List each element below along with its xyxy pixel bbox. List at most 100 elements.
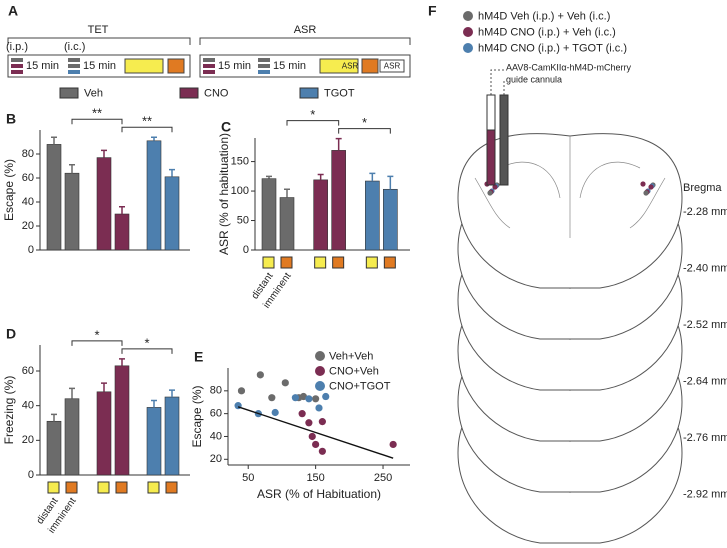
legend-dot [463, 27, 473, 37]
condition-icon [165, 481, 178, 494]
bracket [7, 37, 191, 45]
bregma-level: -2.40 mm [683, 262, 727, 274]
stripe [11, 58, 23, 62]
legend-label: Veh+Veh [329, 350, 373, 362]
stimulus [319, 58, 359, 74]
legend-label: CNO [204, 87, 229, 99]
panel-label: A [8, 3, 18, 19]
bregma-level: -2.64 mm [683, 375, 727, 387]
error-bar [387, 175, 394, 190]
duration: 15 min [26, 60, 59, 72]
panel-label: D [6, 326, 16, 342]
significance-label: ** [92, 106, 102, 121]
bracket [199, 37, 411, 45]
panel-label: F [428, 3, 437, 19]
legend-swatch [59, 87, 79, 99]
bar [164, 176, 180, 251]
point [305, 419, 313, 427]
y-tick-label: 80 [210, 385, 222, 397]
site-dot [648, 184, 654, 190]
legend-label: hM4D CNO (i.p.) + Veh (i.c.) [478, 26, 616, 38]
y-tick-label: 20 [22, 434, 34, 446]
y-tick-label: 80 [22, 148, 34, 160]
bregma-level: -2.52 mm [683, 319, 727, 331]
error-bar [266, 175, 272, 179]
y-tick-label: 0 [28, 469, 34, 481]
legend-label: hM4D CNO (i.p.) + TGOT (i.c.) [478, 42, 627, 54]
error-bar [369, 172, 376, 182]
legend-dot [315, 381, 325, 391]
significance-label: * [94, 327, 99, 342]
error-bar [169, 168, 175, 177]
point [291, 394, 300, 402]
duration: 15 min [218, 60, 251, 72]
y-tick-label: 60 [22, 172, 34, 184]
bregma-level: -2.92 mm [683, 488, 727, 500]
point [308, 432, 316, 441]
bregma-level: -2.76 mm [683, 432, 727, 444]
point [312, 395, 320, 403]
injection-label: (i.p.) [6, 41, 28, 53]
y-tick-label: 0 [28, 244, 34, 256]
point [281, 379, 289, 387]
bregma-title: Bregma [683, 182, 722, 194]
significance-bracket [286, 120, 340, 126]
legend-dot [315, 366, 325, 376]
error-bar [169, 389, 175, 397]
point [305, 395, 313, 403]
x-axis-label: ASR (% of Habituation) [257, 487, 381, 501]
condition-icon [65, 481, 78, 494]
y-tick-label: 20 [210, 453, 222, 465]
point [268, 394, 276, 402]
condition-icon [97, 481, 110, 494]
point [389, 440, 397, 449]
error-bar [151, 136, 157, 141]
bar [331, 150, 346, 251]
duration: 15 min [273, 60, 306, 72]
legend-label: hM4D Veh (i.p.) + Veh (i.c.) [478, 10, 610, 22]
condition-icon [314, 256, 327, 269]
y-axis-label: Escape (%) [190, 385, 204, 447]
y-tick-label: 20 [22, 220, 34, 232]
x-tick-label: 50 [242, 472, 254, 484]
bar [365, 180, 380, 251]
point [237, 387, 246, 395]
stripe [68, 70, 80, 74]
significance-bracket [338, 128, 391, 134]
condition-icon [383, 256, 396, 269]
fit-line [237, 406, 394, 459]
x-tick-label: 150 [306, 472, 324, 484]
bar [383, 188, 398, 251]
bar [261, 178, 277, 251]
virus-label: AAV8-CamKIIα-hM4D-mCherry [506, 62, 632, 72]
bar [313, 179, 328, 251]
stripe [11, 70, 23, 74]
bar [96, 391, 112, 476]
significance-label: * [144, 335, 149, 350]
bar [46, 420, 62, 476]
condition-icon [280, 256, 293, 269]
legend-dot [463, 43, 473, 53]
y-tick-label: 100 [231, 185, 249, 197]
significance-bracket [71, 340, 123, 346]
error-bar [119, 358, 125, 366]
error-bar [51, 136, 57, 145]
condition-icon [332, 256, 345, 269]
legend-label: TGOT [324, 87, 355, 99]
legend-label: Veh [84, 87, 103, 99]
stripe [68, 64, 80, 68]
bar [164, 396, 180, 476]
error-bar [69, 164, 75, 174]
y-axis-label: Escape (%) [2, 159, 16, 221]
significance-bracket [121, 126, 173, 133]
bar [96, 157, 112, 251]
virus-fill [486, 129, 496, 186]
injection-icon [11, 58, 270, 74]
cannula [499, 94, 509, 186]
stripe [258, 58, 270, 62]
bar [146, 140, 162, 251]
condition-icon [47, 481, 60, 494]
y-axis-label: Freezing (%) [2, 376, 16, 445]
site-dot [640, 181, 646, 187]
